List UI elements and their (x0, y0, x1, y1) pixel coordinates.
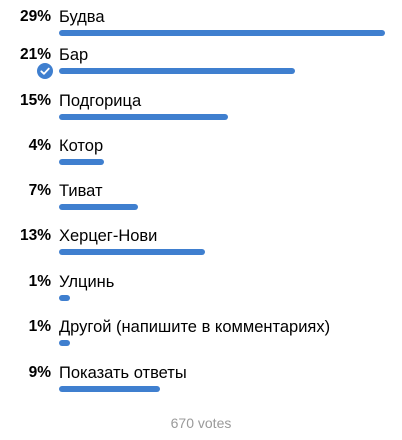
poll-option-bar: 21% Бар (0, 45, 402, 85)
option-percent: 21% (19, 46, 51, 63)
option-result-bar (59, 114, 228, 120)
poll-option-tivat: 7% Тиват (0, 181, 402, 221)
option-label: Показать ответы (59, 364, 187, 382)
option-result-bar (59, 30, 385, 36)
option-percent: 1% (28, 273, 51, 290)
poll-option-ulcinj: 1% Улцинь (0, 272, 402, 312)
option-label: Другой (напишите в комментариях) (59, 318, 331, 336)
option-percent: 13% (19, 227, 51, 244)
poll-option-podgorica: 15% Подгорица (0, 91, 402, 131)
option-label: Тиват (59, 182, 103, 200)
poll-option-herceg-novi: 13% Херцег-Нови (0, 226, 402, 266)
option-percent: 7% (28, 182, 51, 199)
option-percent: 15% (19, 92, 51, 109)
poll-option-kotor: 4% Котор (0, 136, 402, 176)
option-percent: 1% (28, 318, 51, 335)
votes-count: 670 votes (170, 415, 232, 431)
option-label: Котор (59, 137, 104, 155)
check-circle-icon (37, 63, 53, 79)
poll-option-other: 1% Другой (напишите в комментариях) (0, 317, 402, 357)
option-label: Будва (59, 8, 105, 26)
option-result-bar (59, 159, 104, 165)
poll-option-budva: 29% Будва (0, 7, 402, 47)
option-result-bar (59, 340, 70, 346)
option-percent: 4% (28, 137, 51, 154)
option-label: Подгорица (59, 92, 142, 110)
poll-option-show-answers: 9% Показать ответы (0, 363, 402, 403)
option-label: Улцинь (59, 273, 115, 291)
option-result-bar (59, 68, 295, 74)
option-label: Херцег-Нови (59, 227, 158, 245)
option-result-bar (59, 386, 160, 392)
option-label: Бар (59, 46, 89, 64)
option-result-bar (59, 204, 138, 210)
option-percent: 9% (28, 364, 51, 381)
option-result-bar (59, 249, 205, 255)
option-percent: 29% (19, 8, 51, 25)
option-result-bar (59, 295, 70, 301)
